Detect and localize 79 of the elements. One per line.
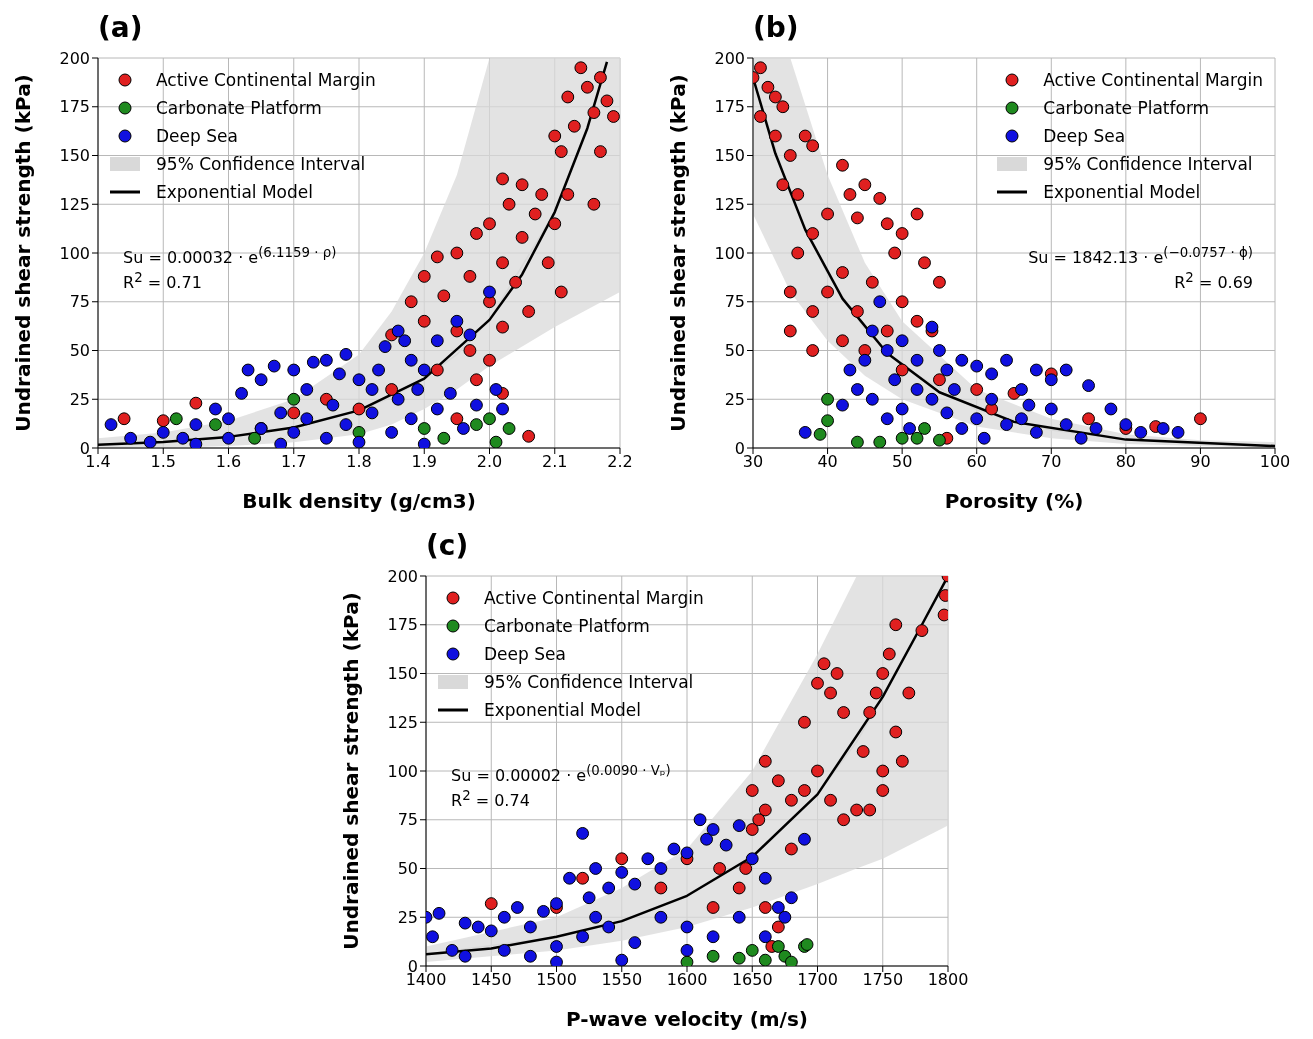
y-tick-label: 100 [387,761,418,781]
x-tick-label: 2.0 [476,452,503,472]
y-tick-label: 75 [724,292,745,312]
legend-label: Carbonate Platform [484,616,650,636]
y-tick-label: 150 [387,664,418,684]
y-tick-label: 175 [714,97,745,117]
annotation: Su = 1842.13 · e$^{(−0.0757 · ϕ)}$ [1028,244,1253,269]
y-tick-label: 100 [59,243,90,263]
x-tick-label: 1.8 [346,452,372,472]
x-tick-label: 1550 [601,970,643,990]
y-tick-label: 75 [69,292,90,312]
x-tick-label: 100 [1259,452,1291,472]
x-tick-label: 1500 [536,970,577,990]
annotation: R$^{2}$ = 0.69 [1173,269,1253,294]
legend-label: 95% Confidence Interval [1043,154,1253,174]
y-tick-label: 200 [387,566,418,586]
y-tick-label: 25 [724,389,745,409]
legend-label: Exponential Model [156,182,313,202]
x-tick-label: 40 [817,452,838,472]
y-tick-label: 50 [397,859,418,879]
x-tick-label: 1.7 [281,452,307,472]
annotation: R$^{2}$ = 0.71 [123,269,203,294]
y-tick-label: 150 [714,146,745,166]
y-tick-label: 0 [734,438,745,458]
y-tick-label: 150 [59,146,90,166]
x-axis-title: P-wave velocity (m/s) [566,1007,808,1031]
x-tick-label: 90 [1190,452,1211,472]
legend-label: Exponential Model [484,700,641,720]
legend-label: Active Continental Margin [1043,70,1263,90]
y-axis-title: Undrained shear strength (kPa) [666,74,691,432]
x-tick-label: 30 [742,452,764,472]
legend-label: Exponential Model [1043,182,1201,202]
y-axis-title: Undrained shear strength (kPa) [339,592,364,950]
x-tick-label: 60 [966,452,987,472]
y-tick-label: 200 [714,48,745,68]
x-axis-title: Bulk density (g/cm3) [242,489,476,513]
legend-label: Carbonate Platform [1043,98,1210,118]
legend-label: Active Continental Margin [484,588,704,608]
y-tick-label: 50 [69,341,90,361]
x-tick-label: 1700 [797,970,838,990]
y-tick-label: 25 [69,389,90,409]
legend-label: Deep Sea [1043,126,1126,146]
x-tick-label: 2.1 [542,452,568,472]
y-tick-label: 175 [59,97,90,117]
chart-title: (a) [97,10,144,46]
x-tick-label: 1.9 [411,452,437,472]
legend-label: 95% Confidence Interval [156,154,366,174]
chart-title: (b) [752,10,800,46]
y-tick-label: 25 [397,907,418,927]
x-tick-label: 2.2 [607,452,633,472]
x-tick-label: 1.5 [150,452,176,472]
legend-label: 95% Confidence Interval [484,672,694,692]
annotation: R$^{2}$ = 0.74 [451,787,531,812]
annotation: Su = 0.00032 · e$^{(6.1159 · ρ)}$ [123,244,337,269]
y-tick-label: 50 [724,341,745,361]
x-axis-title: Porosity (%) [944,489,1084,513]
x-tick-label: 1800 [927,970,969,990]
y-tick-label: 200 [59,48,90,68]
legend-label: Active Continental Margin [156,70,376,90]
y-tick-label: 75 [397,810,418,830]
x-tick-label: 1.6 [215,452,242,472]
x-tick-label: 50 [891,452,913,472]
x-tick-label: 1750 [862,970,904,990]
legend-label: Deep Sea [484,644,566,664]
y-tick-label: 125 [59,194,90,214]
y-tick-label: 100 [714,243,745,263]
y-tick-label: 125 [714,194,745,214]
y-tick-label: 125 [387,712,418,732]
x-tick-label: 70 [1041,452,1062,472]
x-tick-label: 1450 [470,970,512,990]
legend-label: Deep Sea [156,126,238,146]
y-tick-label: 175 [387,615,418,635]
chart-title: (c) [425,528,470,564]
y-axis-title: Undrained shear strength (kPa) [11,74,36,432]
annotation: Su = 0.00002 · e$^{(0.0090 · Vₚ)}$ [451,762,671,787]
x-tick-label: 80 [1115,452,1137,472]
x-tick-label: 1600 [666,970,708,990]
x-tick-label: 1650 [731,970,773,990]
legend-label: Carbonate Platform [156,98,322,118]
